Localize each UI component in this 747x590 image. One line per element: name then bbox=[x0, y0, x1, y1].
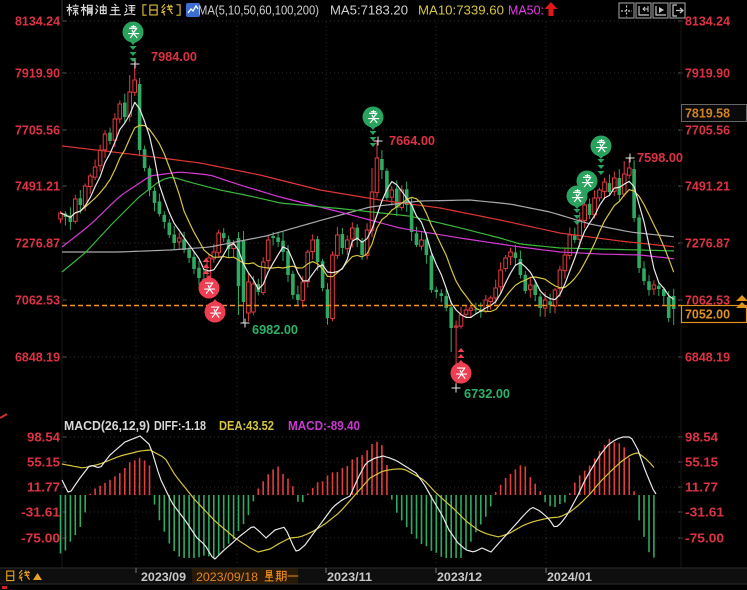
svg-text:6848.19: 6848.19 bbox=[685, 351, 730, 365]
svg-text:7062.53: 7062.53 bbox=[685, 294, 730, 308]
svg-text:7919.90: 7919.90 bbox=[15, 67, 60, 81]
svg-text:7276.87: 7276.87 bbox=[685, 237, 730, 251]
svg-text:7052.00: 7052.00 bbox=[685, 308, 730, 322]
svg-text:6848.19: 6848.19 bbox=[15, 351, 60, 365]
svg-text:8134.24: 8134.24 bbox=[685, 15, 730, 29]
svg-text:MA(5,10,50,60,100,200): MA(5,10,50,60,100,200) bbox=[198, 4, 319, 18]
svg-text:MA10:7339.60: MA10:7339.60 bbox=[418, 4, 504, 18]
svg-text:7276.87: 7276.87 bbox=[15, 237, 60, 251]
svg-text:-31.61: -31.61 bbox=[685, 506, 724, 520]
svg-text:7705.56: 7705.56 bbox=[685, 124, 730, 138]
svg-text:7491.21: 7491.21 bbox=[15, 180, 60, 194]
svg-text:7705.56: 7705.56 bbox=[15, 124, 60, 138]
svg-text:-75.00: -75.00 bbox=[685, 532, 724, 546]
svg-text:7598.00: 7598.00 bbox=[637, 150, 683, 165]
svg-text:11.77: 11.77 bbox=[685, 481, 718, 495]
svg-text:7491.21: 7491.21 bbox=[685, 180, 730, 194]
svg-text:2023/11: 2023/11 bbox=[327, 570, 372, 584]
svg-text:7984.00: 7984.00 bbox=[151, 49, 197, 64]
svg-text:DEA:43.52: DEA:43.52 bbox=[219, 419, 274, 433]
svg-text:98.54: 98.54 bbox=[27, 431, 60, 445]
svg-text:8134.24: 8134.24 bbox=[15, 15, 60, 29]
svg-text:55.15: 55.15 bbox=[685, 456, 718, 470]
svg-text:2023/12: 2023/12 bbox=[437, 570, 482, 584]
svg-text:6982.00: 6982.00 bbox=[252, 322, 298, 337]
svg-text:7919.90: 7919.90 bbox=[685, 67, 730, 81]
svg-text:MACD:-89.40: MACD:-89.40 bbox=[288, 419, 360, 433]
svg-text:2024/01: 2024/01 bbox=[547, 570, 592, 584]
svg-text:11.77: 11.77 bbox=[27, 481, 60, 495]
svg-text:7664.00: 7664.00 bbox=[389, 133, 435, 148]
svg-text:MA5:7183.20: MA5:7183.20 bbox=[330, 4, 408, 18]
svg-text:MACD(26,12,9): MACD(26,12,9) bbox=[64, 419, 150, 433]
svg-text:7062.53: 7062.53 bbox=[15, 294, 60, 308]
svg-text:98.54: 98.54 bbox=[685, 431, 718, 445]
svg-text:MA50:: MA50: bbox=[508, 4, 544, 18]
svg-text:55.15: 55.15 bbox=[27, 456, 60, 470]
svg-text:-31.61: -31.61 bbox=[21, 506, 60, 520]
svg-text:DIFF:-1.18: DIFF:-1.18 bbox=[154, 419, 206, 433]
svg-text:6732.00: 6732.00 bbox=[464, 386, 510, 401]
svg-text:-75.00: -75.00 bbox=[21, 532, 60, 546]
svg-text:7819.58: 7819.58 bbox=[685, 107, 730, 121]
svg-text:2023/09/18: 2023/09/18 bbox=[196, 570, 258, 584]
svg-text:2023/09: 2023/09 bbox=[141, 570, 186, 584]
